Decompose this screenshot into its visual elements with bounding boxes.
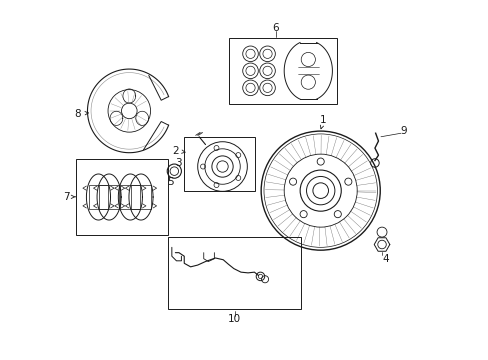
Bar — [120, 185, 140, 208]
Text: 6: 6 — [272, 23, 278, 33]
Bar — [99, 185, 119, 208]
Bar — [228, 38, 336, 104]
Text: 7: 7 — [63, 192, 75, 202]
Text: 1: 1 — [320, 116, 326, 129]
Text: 8: 8 — [75, 109, 88, 119]
Bar — [76, 159, 168, 235]
Bar — [131, 185, 151, 208]
Text: 5: 5 — [166, 177, 173, 187]
Text: 2: 2 — [172, 145, 185, 156]
Text: 3: 3 — [175, 158, 182, 168]
Text: 9: 9 — [400, 126, 407, 136]
Text: 4: 4 — [382, 255, 388, 264]
Bar — [168, 237, 301, 309]
Bar — [184, 138, 255, 191]
Text: 10: 10 — [228, 314, 241, 324]
Bar — [88, 185, 108, 208]
